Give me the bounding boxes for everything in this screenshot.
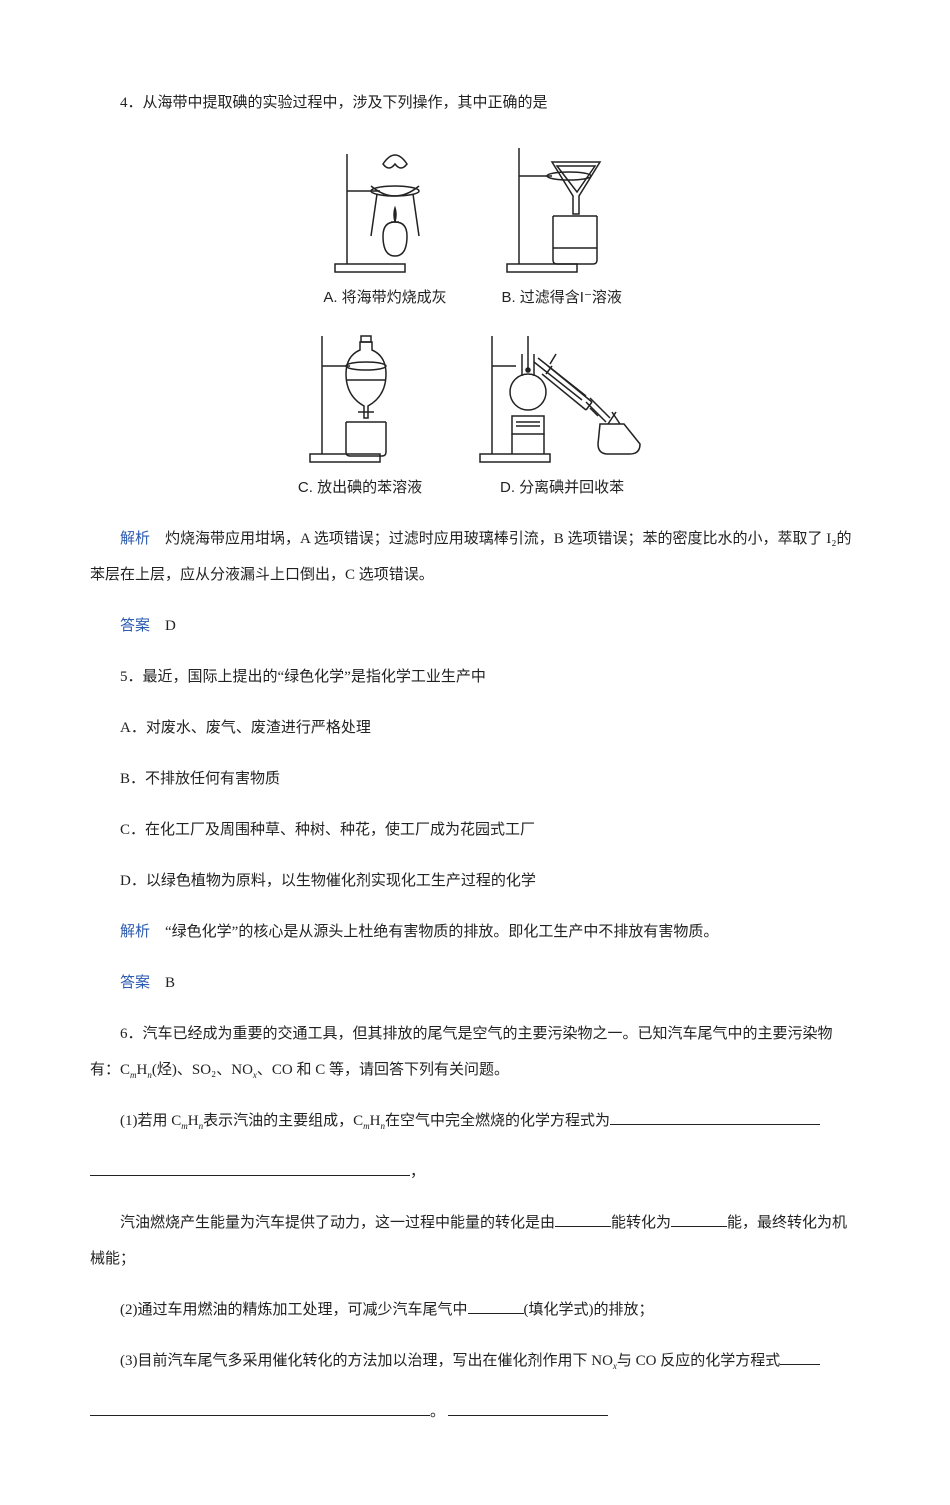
q6-p1-l2b: 能转化为 [611, 1215, 671, 1231]
q6-p1a: (1)若用 C [120, 1113, 181, 1129]
blank [90, 1160, 410, 1176]
q5-c: C．在化工厂及周围种草、种树、种花，使工厂成为花园式工厂 [90, 812, 860, 848]
q5-answer-text: B [150, 975, 175, 991]
q5-analysis: 解析 “绿色化学”的核心是从源头上杜绝有害物质的排放。即化工生产中不排放有害物质… [90, 914, 860, 950]
q6-p2: (2)通过车用燃油的精炼加工处理，可减少汽车尾气中 (填化学式)的排放； [90, 1292, 860, 1328]
caption-b: B. 过滤得含I⁻溶液 [501, 280, 621, 316]
apparatus-d-svg [472, 326, 652, 466]
blank [448, 1415, 608, 1416]
q5-b: B．不排放任何有害物质 [90, 761, 860, 797]
q5-analysis-text: “绿色化学”的核心是从源头上杜绝有害物质的排放。即化工生产中不排放有害物质。 [150, 924, 718, 940]
q6-p1e: 在空气中完全燃烧的化学方程式为 [385, 1113, 610, 1129]
blank [90, 1415, 430, 1416]
apparatus-b: B. 过滤得含I⁻溶液 [497, 136, 627, 316]
q5-answer: 答案 B [90, 965, 860, 1001]
q6-p3a: (3)目前汽车尾气多采用催化转化的方法加以治理，写出在催化剂作用下 NO [120, 1353, 613, 1369]
q4-figrow-1: A. 将海带灼烧成灰 B. 过滤得含I⁻溶液 [90, 136, 860, 316]
q4-answer-text: D [150, 618, 176, 634]
q4-answer: 答案 D [90, 608, 860, 644]
blank [610, 1109, 820, 1125]
q4-analysis: 解析 灼烧海带应用坩埚，A 选项错误；过滤时应用玻璃棒引流，B 选项错误；苯的密… [90, 521, 860, 593]
caption-d: D. 分离碘并回收苯 [500, 470, 624, 506]
q5-a: A．对废水、废气、废渣进行严格处理 [90, 710, 860, 746]
q6-p1: (1)若用 CmHn表示汽油的主要组成，CmHn在空气中完全燃烧的化学方程式为 [90, 1103, 860, 1139]
q6-stem-b: H [137, 1062, 148, 1078]
q6-p3: (3)目前汽车尾气多采用催化转化的方法加以治理，写出在催化剂作用下 NOx与 C… [90, 1343, 860, 1379]
q5-stem: 5．最近，国际上提出的“绿色化学”是指化学工业生产中 [90, 659, 860, 695]
q6-p1-cont: ， [90, 1154, 860, 1190]
apparatus-a: A. 将海带灼烧成灰 [323, 136, 446, 316]
blank [671, 1211, 727, 1227]
apparatus-d: D. 分离碘并回收苯 [472, 326, 652, 506]
analysis-label: 解析 [120, 924, 150, 940]
answer-label: 答案 [120, 618, 150, 634]
q4-stem: 4．从海带中提取碘的实验过程中，涉及下列操作，其中正确的是 [90, 85, 860, 121]
q4-analysis-text: 灼烧海带应用坩埚，A 选项错误；过滤时应用玻璃棒引流，B 选项错误；苯的密度比水… [90, 531, 852, 583]
q6-stem-c: (烃)、SO₂、NO [152, 1062, 253, 1078]
q6-p1d: H [370, 1113, 381, 1129]
apparatus-b-svg [497, 136, 627, 276]
apparatus-a-svg [325, 136, 445, 276]
q6-p1-line2: 汽油燃烧产生能量为汽车提供了动力，这一过程中能量的转化是由能转化为能，最终转化为… [90, 1205, 860, 1277]
q6-p1b: H [188, 1113, 199, 1129]
blank [555, 1211, 611, 1227]
q6-p3-cont: 。 [90, 1394, 860, 1430]
q6-p2a: (2)通过车用燃油的精炼加工处理，可减少汽车尾气中 [120, 1302, 468, 1318]
orange-dot-icon [445, 1404, 448, 1419]
q6-p2b: (填化学式)的排放； [524, 1302, 654, 1318]
q6-stem: 6．汽车已经成为重要的交通工具，但其排放的尾气是空气的主要污染物之一。已知汽车尾… [90, 1016, 860, 1088]
q4-figrow-2: C. 放出碘的苯溶液 [90, 326, 860, 506]
q6-p3c: 。 [430, 1404, 445, 1420]
q6-p1f: ， [410, 1164, 425, 1180]
blank [780, 1349, 820, 1365]
analysis-label: 解析 [120, 531, 150, 547]
q6-stem-d: 、CO 和 C 等，请回答下列有关问题。 [257, 1062, 509, 1078]
blank [468, 1298, 524, 1314]
answer-label: 答案 [120, 975, 150, 991]
q6-p1-l2a: 汽油燃烧产生能量为汽车提供了动力，这一过程中能量的转化是由 [120, 1215, 555, 1231]
apparatus-c-svg [300, 326, 420, 466]
caption-a: A. 将海带灼烧成灰 [323, 280, 446, 316]
q6-p1c: 表示汽油的主要组成，C [203, 1113, 363, 1129]
apparatus-c: C. 放出碘的苯溶液 [298, 326, 422, 506]
caption-c: C. 放出碘的苯溶液 [298, 470, 422, 506]
q5-d: D．以绿色植物为原料，以生物催化剂实现化工生产过程的化学 [90, 863, 860, 899]
q6-p3b: 与 CO 反应的化学方程式 [617, 1353, 780, 1369]
